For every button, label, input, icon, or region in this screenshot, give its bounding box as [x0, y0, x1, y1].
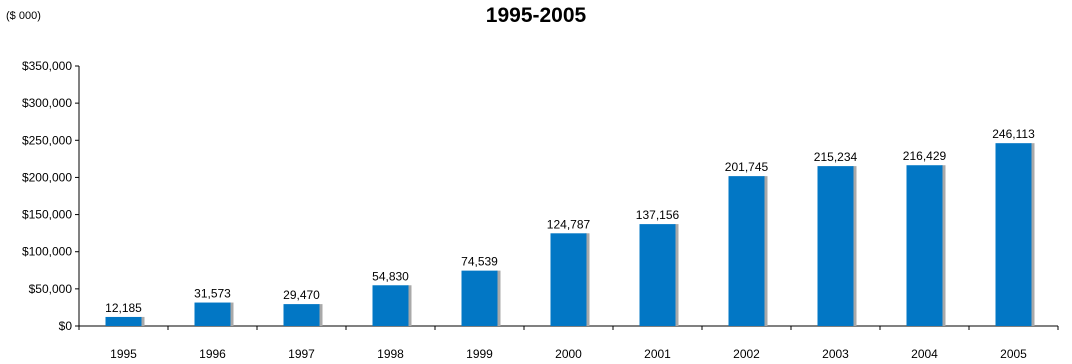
y-unit-label: ($ 000) [6, 10, 41, 22]
x-tick-label: 1999 [466, 347, 493, 361]
y-tick-label: $0 [59, 319, 73, 333]
y-tick-label: $50,000 [29, 282, 73, 296]
bar [461, 270, 498, 326]
bar-shadow [318, 304, 323, 326]
bar-value-label: 54,830 [372, 269, 409, 283]
y-tick-label: $250,000 [22, 133, 72, 147]
bar-value-label: 246,113 [992, 127, 1035, 141]
bar-value-label: 201,745 [725, 160, 769, 174]
bar-value-label: 31,573 [194, 287, 231, 301]
bar-shadow [585, 233, 590, 326]
x-tick-label: 2004 [911, 347, 938, 361]
bar-shadow [674, 224, 679, 326]
bar [817, 166, 854, 326]
y-tick-label: $350,000 [22, 59, 72, 73]
x-tick-label: 1998 [377, 347, 404, 361]
y-tick-label: $100,000 [22, 245, 72, 259]
bar-shadow [763, 176, 768, 326]
x-tick-label: 1996 [199, 347, 226, 361]
bar-value-label: 137,156 [636, 208, 680, 222]
y-tick-label: $200,000 [22, 170, 72, 184]
bar [550, 233, 587, 326]
bar [906, 165, 943, 326]
chart-title: 1995-2005 [485, 4, 587, 27]
bar-shadow [941, 165, 946, 326]
y-tick-label: $150,000 [22, 208, 72, 222]
x-tick-label: 2002 [733, 347, 760, 361]
x-tick-label: 2000 [555, 347, 582, 361]
bar-value-label: 124,787 [547, 217, 591, 231]
bar-value-label: 29,470 [283, 288, 320, 302]
bar [194, 302, 231, 326]
bar-shadow [407, 285, 412, 326]
bar-shadow [496, 270, 501, 326]
y-tick-label: $300,000 [22, 96, 72, 110]
x-tick-label: 1995 [110, 347, 137, 361]
bar-value-label: 216,429 [903, 149, 947, 163]
bar-shadow [1030, 143, 1035, 326]
bar-shadow [852, 166, 857, 326]
bar-value-label: 12,185 [105, 301, 142, 315]
bar-value-label: 74,539 [461, 255, 498, 269]
bar-shadow [140, 316, 145, 326]
x-tick-label: 2001 [644, 347, 671, 361]
bar [728, 176, 765, 326]
x-tick-label: 2003 [822, 347, 849, 361]
x-tick-label: 2005 [1000, 347, 1027, 361]
x-tick-label: 1997 [288, 347, 315, 361]
bar [105, 316, 142, 326]
bar [639, 224, 676, 326]
bar [995, 143, 1032, 326]
bar [283, 304, 320, 326]
bar [372, 285, 409, 326]
bar-value-label: 215,234 [814, 150, 858, 164]
bar-shadow [229, 302, 234, 326]
